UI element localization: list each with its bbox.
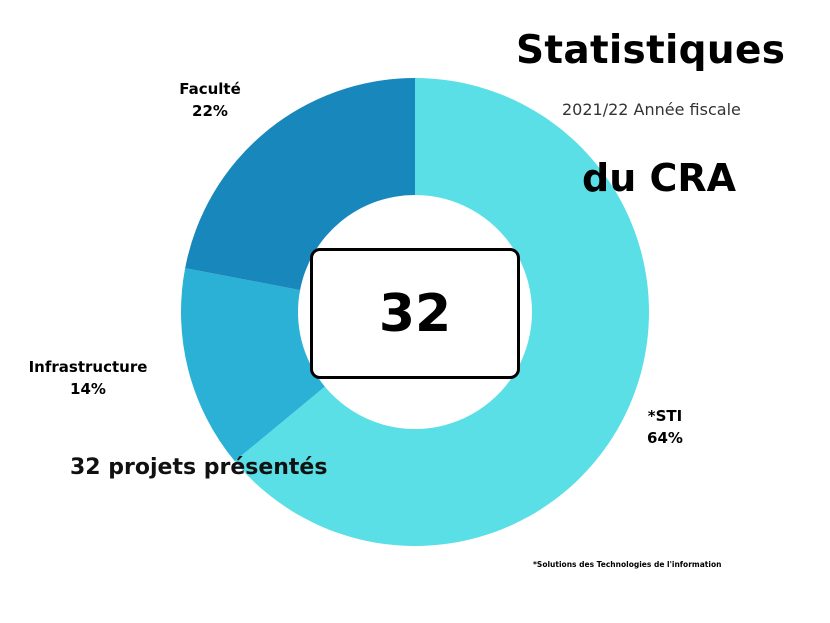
label-sti-name: *STI [647, 407, 683, 425]
chart-title-line2: du CRA [582, 156, 737, 200]
donut-slice-facult [185, 78, 415, 291]
footnote: *Solutions des Technologies de l'informa… [533, 560, 722, 569]
label-infrastructure-pct: 14% [70, 380, 106, 398]
donut-slice-sti [234, 78, 650, 546]
label-infrastructure: Infrastructure 14% [18, 356, 158, 400]
label-faculte: Faculté 22% [170, 78, 250, 122]
label-infrastructure-name: Infrastructure [28, 358, 148, 376]
label-faculte-pct: 22% [192, 102, 228, 120]
projects-caption: 32 projets présentés [70, 455, 328, 480]
label-sti: *STI 64% [640, 405, 690, 449]
label-sti-pct: 64% [647, 429, 683, 447]
donut-slice-infrastructure [181, 268, 325, 462]
chart-subtitle: 2021/22 Année fiscale [562, 100, 741, 119]
chart-title: Statistiques [516, 28, 786, 73]
center-total: 32 [378, 283, 452, 344]
center-total-box: 32 [310, 248, 520, 379]
label-faculte-name: Faculté [179, 80, 241, 98]
